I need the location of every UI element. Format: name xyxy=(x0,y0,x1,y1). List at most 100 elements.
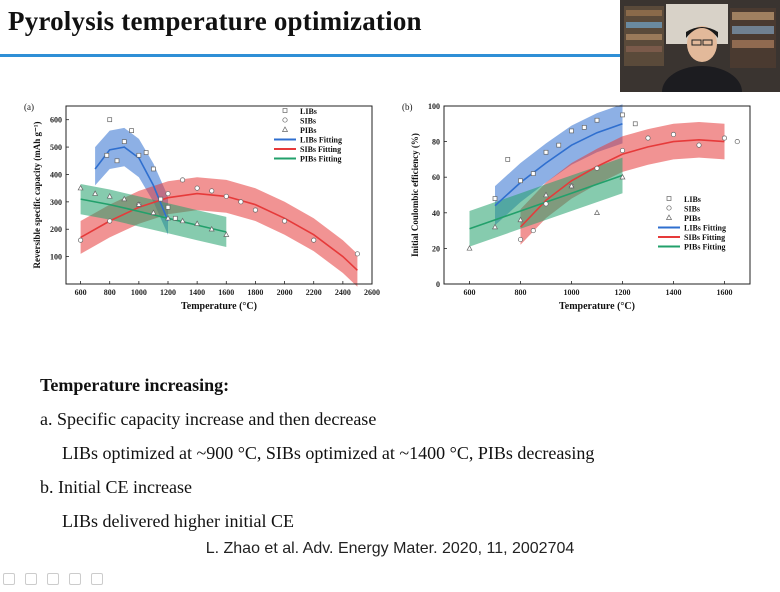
legend-label-libs: LIBs xyxy=(684,195,701,204)
point-sibs xyxy=(594,165,600,171)
title-underline xyxy=(0,54,620,57)
presenter-webcam-image xyxy=(620,0,780,92)
presenter-webcam xyxy=(620,0,780,92)
point-pibs xyxy=(466,245,473,251)
legend-label-sibs-fitting: SIBs Fitting xyxy=(300,145,341,154)
y-tick-label: 0 xyxy=(436,280,440,289)
point-sibs xyxy=(165,191,171,197)
x-tick-label: 800 xyxy=(104,288,116,297)
fit-line-sibs-fitting xyxy=(519,138,725,228)
x-tick-label: 1000 xyxy=(564,288,580,297)
bullet-item-b: b. Initial CE increase xyxy=(40,477,192,497)
point-libs xyxy=(158,196,164,202)
y-tick-label: 300 xyxy=(50,198,62,207)
point-pibs xyxy=(77,184,84,191)
y-tick-label: 80 xyxy=(432,138,440,147)
point-pibs xyxy=(92,190,99,196)
point-sibs xyxy=(721,135,728,141)
x-tick-label: 1800 xyxy=(247,288,263,297)
point-libs xyxy=(114,158,120,164)
point-pibs xyxy=(179,217,186,224)
legend-label-sibs: SIBs xyxy=(300,117,316,126)
point-libs xyxy=(121,139,127,144)
point-libs xyxy=(136,152,142,158)
y-axis-label: Initial Coulombic efficiency (%) xyxy=(410,133,420,257)
point-libs xyxy=(594,117,600,123)
next-slide-icon[interactable] xyxy=(25,573,37,585)
point-libs xyxy=(492,196,498,201)
point-libs xyxy=(620,112,625,118)
x-tick-label: 1200 xyxy=(160,288,176,297)
point-pibs xyxy=(194,220,201,226)
point-sibs xyxy=(238,199,244,205)
plot-frame xyxy=(443,105,751,285)
legend-swatch-sibs xyxy=(282,117,288,123)
point-libs xyxy=(107,117,113,123)
point-pibs xyxy=(121,195,128,202)
zoom-icon[interactable] xyxy=(69,573,81,585)
point-pibs xyxy=(619,173,626,180)
chart-a-svg: 600 800 1000 1200 1400 1600 1800 2000 2200 2400 26… xyxy=(24,102,380,312)
x-tick-label: 2200 xyxy=(306,288,322,297)
point-sibs xyxy=(543,201,549,207)
band-libs xyxy=(95,127,168,235)
point-libs xyxy=(569,128,574,134)
legend-swatch-pibs xyxy=(281,126,289,132)
bullet-item-b-detail: LIBs delivered higher initial CE xyxy=(62,511,294,531)
legend-label-pibs-fitting: PIBs Fitting xyxy=(300,155,342,164)
point-sibs xyxy=(180,177,186,183)
legend-swatch-pibs xyxy=(665,214,673,220)
point-sibs xyxy=(282,218,288,224)
legend-label-libs-fitting: LIBs Fitting xyxy=(300,136,342,145)
point-sibs xyxy=(619,147,626,154)
bullet-list: Temperature increasing: a. Specific capa… xyxy=(40,368,594,538)
point-pibs xyxy=(594,209,600,215)
slide-title: Pyrolysis temperature optimization xyxy=(8,6,422,36)
x-axis-label: Temperature (°C) xyxy=(559,301,635,312)
point-sibs xyxy=(223,193,229,199)
point-pibs xyxy=(106,193,113,199)
citation: L. Zhao et al. Adv. Energy Mater. 2020, … xyxy=(205,540,575,557)
panel-label: (b) xyxy=(402,102,413,112)
chart-a: 600 800 1000 1200 1400 1600 1800 2000 2200 2400 26… xyxy=(20,98,390,320)
bullet-item-a: a. Specific capacity increase and then d… xyxy=(40,409,377,429)
y-tick-label: 100 xyxy=(50,253,62,262)
legend-label-pibs-fitting: PIBs Fitting xyxy=(684,243,726,252)
point-pibs xyxy=(208,225,215,232)
menu-icon[interactable] xyxy=(91,573,103,585)
y-tick-label: 500 xyxy=(50,143,62,152)
pen-tool-icon[interactable] xyxy=(47,573,59,585)
x-tick-label: 1000 xyxy=(131,288,147,297)
point-libs xyxy=(165,204,171,210)
point-sibs xyxy=(209,188,215,194)
point-libs xyxy=(632,121,638,127)
point-sibs xyxy=(311,237,317,243)
legend-label-pibs: PIBs xyxy=(684,214,700,223)
x-tick-label: 2400 xyxy=(335,288,351,297)
point-libs xyxy=(129,128,134,133)
y-tick-label: 200 xyxy=(50,225,62,234)
chart-b-svg: 600 800 1000 1200 1400 1600 0 20 40 60 80 100 Temper… xyxy=(402,102,751,312)
point-pibs xyxy=(223,231,230,237)
point-sibs xyxy=(78,237,84,243)
legend-label-libs: LIBs xyxy=(300,107,317,116)
x-tick-label: 600 xyxy=(464,288,476,297)
panel-label: (a) xyxy=(24,102,34,112)
x-tick-label: 800 xyxy=(515,288,527,297)
point-pibs xyxy=(568,182,575,189)
point-libs xyxy=(530,171,536,176)
x-tick-label: 1400 xyxy=(666,288,682,297)
point-libs xyxy=(104,152,110,158)
point-pibs xyxy=(543,191,549,198)
point-pibs xyxy=(492,223,498,230)
slide-controls xyxy=(0,571,130,585)
x-tick-label: 1400 xyxy=(189,288,205,297)
y-tick-label: 100 xyxy=(428,102,440,111)
x-tick-label: 1600 xyxy=(717,288,733,297)
point-libs xyxy=(518,178,523,184)
point-libs xyxy=(505,157,511,162)
y-tick-label: 600 xyxy=(50,116,62,125)
point-libs xyxy=(151,166,156,172)
prev-slide-icon[interactable] xyxy=(3,573,15,585)
point-sibs xyxy=(696,142,702,148)
